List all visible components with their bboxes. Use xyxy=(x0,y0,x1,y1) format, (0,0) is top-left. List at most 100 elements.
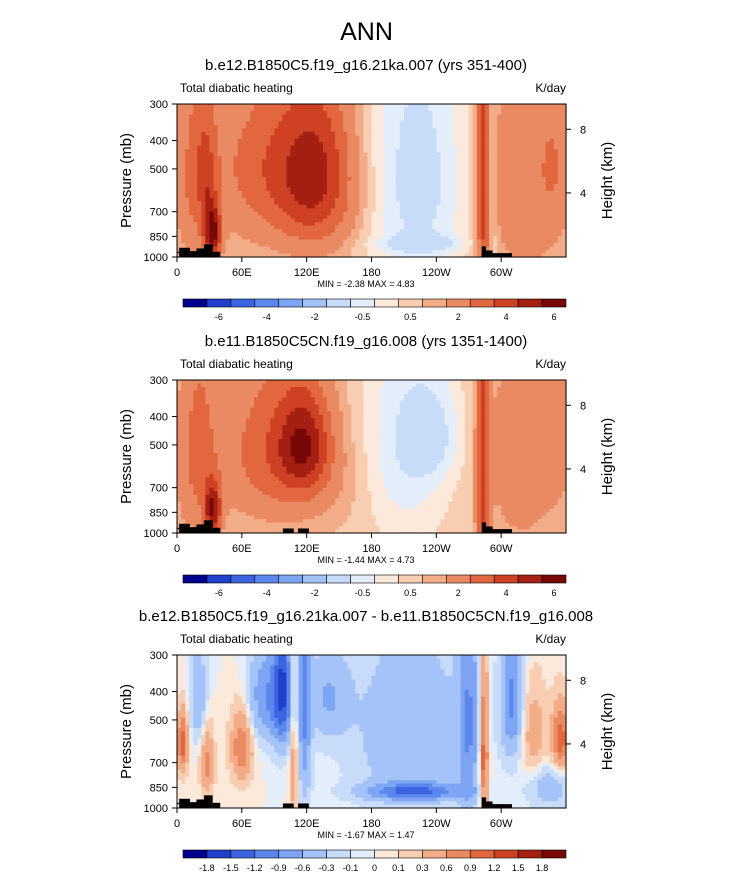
field-cell xyxy=(262,397,267,402)
field-cell xyxy=(322,211,328,216)
field-cell xyxy=(553,177,559,182)
field-cell xyxy=(489,138,494,143)
field-cell xyxy=(209,131,215,136)
field-cell xyxy=(221,211,227,216)
field-cell xyxy=(262,142,267,147)
field-cell xyxy=(403,215,409,220)
field-cell xyxy=(561,222,567,227)
field-cell xyxy=(233,386,239,392)
field-cell xyxy=(513,225,518,230)
field-cell xyxy=(335,187,340,192)
field-cell xyxy=(326,400,332,405)
field-cell xyxy=(274,404,279,409)
field-cell xyxy=(298,380,304,385)
field-cell xyxy=(468,232,474,237)
field-cell xyxy=(339,117,344,122)
field-cell xyxy=(407,229,413,234)
field-cell xyxy=(347,131,352,136)
field-cell xyxy=(549,397,555,402)
field-cell xyxy=(225,187,231,192)
field-cell xyxy=(432,393,437,398)
field-cell xyxy=(428,128,433,133)
field-cell xyxy=(189,201,194,206)
field-cell xyxy=(517,222,523,227)
field-cell xyxy=(197,124,202,129)
field-cell xyxy=(395,397,401,402)
field-cell xyxy=(395,208,401,213)
field-cell xyxy=(505,180,510,185)
field-cell xyxy=(513,201,518,206)
field-cell xyxy=(290,177,296,182)
field-cell xyxy=(298,222,304,227)
field-cell xyxy=(387,163,393,168)
field-cell xyxy=(497,380,502,385)
field-cell xyxy=(553,180,559,185)
field-cell xyxy=(245,393,251,398)
field-cell xyxy=(270,229,275,234)
field-cell xyxy=(322,166,328,171)
field-cell xyxy=(177,190,182,196)
field-cell xyxy=(302,194,308,199)
field-cell xyxy=(318,194,324,199)
field-cell xyxy=(367,380,373,385)
field-cell xyxy=(420,110,425,116)
field-cell xyxy=(193,383,198,388)
field-cell xyxy=(318,232,324,237)
field-cell xyxy=(472,183,478,189)
field-cell xyxy=(209,107,215,112)
field-cell xyxy=(318,142,324,147)
field-cell xyxy=(424,149,429,154)
field-cell xyxy=(468,386,474,392)
field-cell xyxy=(484,128,490,133)
field-cell xyxy=(266,243,271,248)
field-cell xyxy=(225,246,231,251)
field-cell xyxy=(258,159,263,164)
field-cell xyxy=(359,180,364,185)
field-cell xyxy=(448,166,454,171)
field-cell xyxy=(217,397,223,402)
field-cell xyxy=(237,183,243,189)
field-cell xyxy=(225,225,231,230)
field-cell xyxy=(213,232,219,237)
field-cell xyxy=(424,145,429,150)
field-cell xyxy=(367,390,373,395)
field-cell xyxy=(302,201,308,206)
field-cell xyxy=(395,110,401,116)
field-cell xyxy=(282,104,287,109)
field-cell xyxy=(249,135,255,140)
field-cell xyxy=(375,204,381,209)
field-cell xyxy=(533,166,539,171)
field-cell xyxy=(262,211,267,216)
field-cell xyxy=(497,232,502,237)
field-cell xyxy=(355,204,360,209)
field-cell xyxy=(286,194,292,199)
field-cell xyxy=(355,397,360,402)
field-cell xyxy=(177,107,182,112)
topography-block xyxy=(486,250,493,257)
field-cell xyxy=(521,380,527,385)
field-cell xyxy=(452,124,458,129)
field-cell xyxy=(452,114,458,119)
field-cell xyxy=(403,177,409,182)
field-cell xyxy=(282,135,287,140)
field-cell xyxy=(549,393,555,398)
field-cell xyxy=(217,239,223,244)
field-cell xyxy=(391,180,397,185)
field-cell xyxy=(359,152,364,157)
field-cell xyxy=(545,380,551,385)
field-cell xyxy=(440,135,446,140)
field-cell xyxy=(185,386,190,392)
field-cell xyxy=(282,201,287,206)
field-cell xyxy=(497,215,502,220)
field-cell xyxy=(306,114,312,119)
field-cell xyxy=(314,104,320,109)
field-cell xyxy=(371,170,377,175)
field-cell xyxy=(185,121,190,126)
field-cell xyxy=(213,383,219,388)
field-cell xyxy=(371,142,377,147)
field-cell xyxy=(197,177,202,182)
field-cell xyxy=(448,250,454,255)
field-cell xyxy=(217,142,223,147)
field-cell xyxy=(412,215,417,220)
field-cell xyxy=(185,163,190,168)
